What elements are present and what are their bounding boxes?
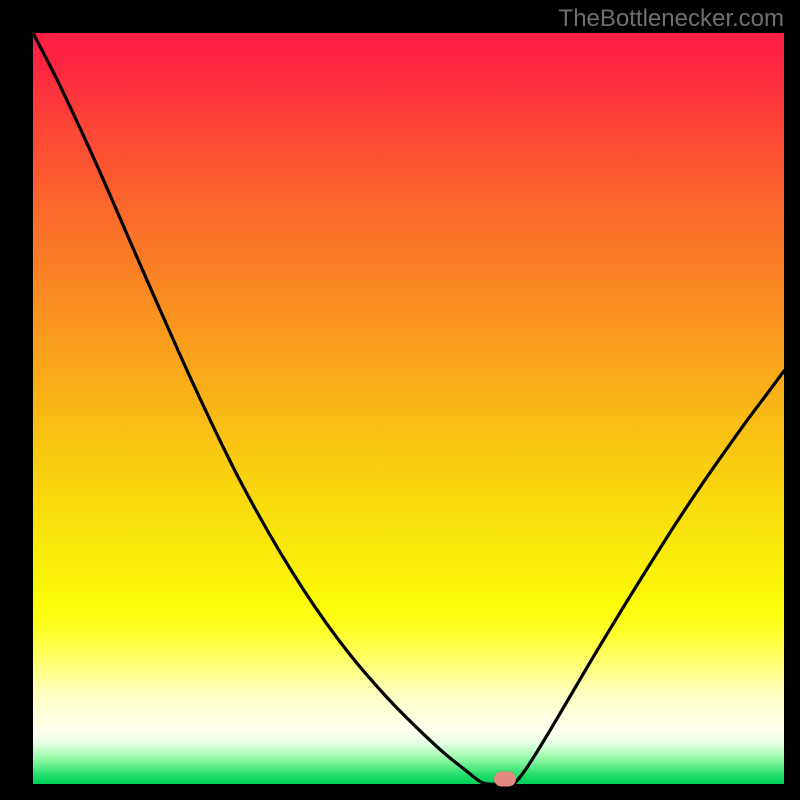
plot-area [33,33,784,784]
gradient-background [33,33,784,784]
watermark-text: TheBottlenecker.com [559,5,784,33]
optimal-point-marker [494,772,516,787]
